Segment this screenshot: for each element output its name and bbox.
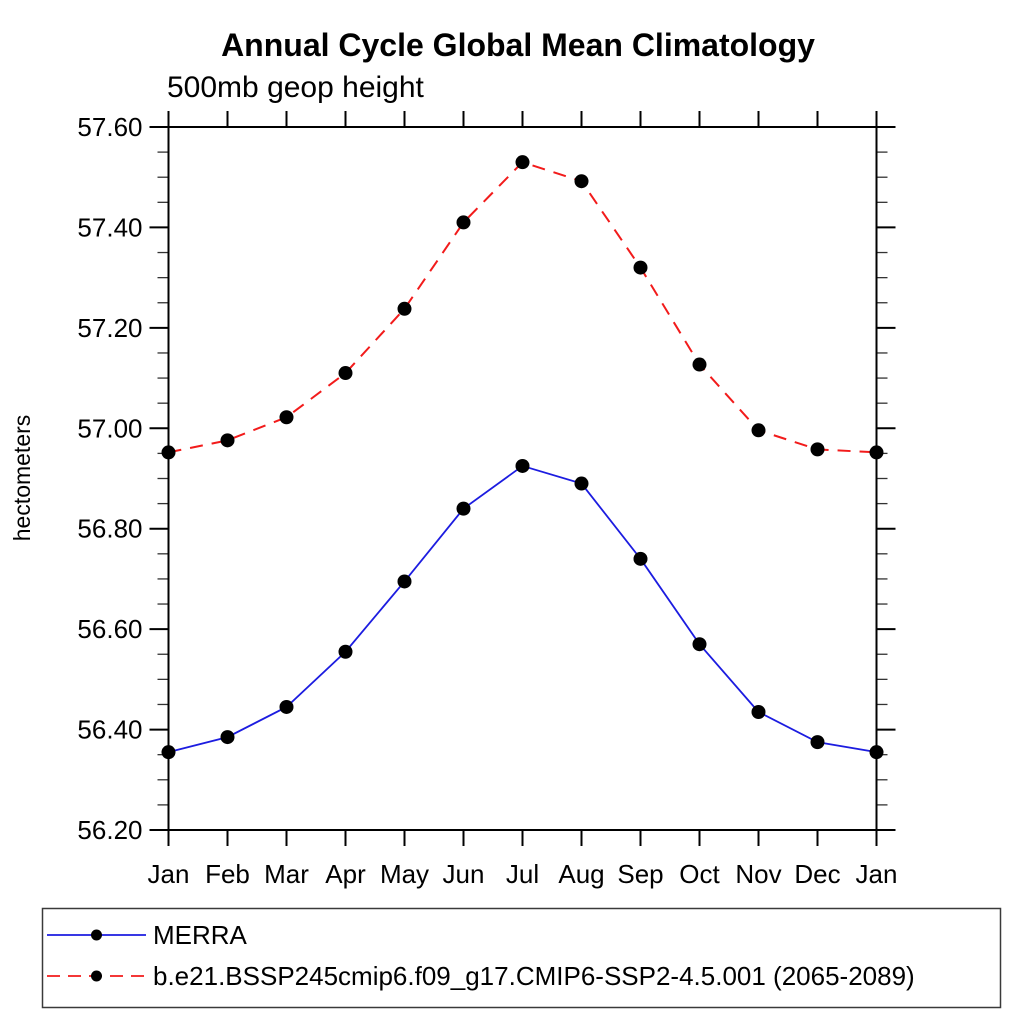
data-point-marker-model bbox=[574, 174, 589, 189]
x-tick-label: Nov bbox=[735, 859, 781, 889]
data-point-marker-model bbox=[810, 442, 825, 457]
chart-subtitle: 500mb geop height bbox=[167, 71, 425, 104]
data-point-marker-merra bbox=[869, 745, 884, 760]
x-tick-label: May bbox=[380, 859, 429, 889]
data-point-marker-merra bbox=[751, 704, 766, 719]
x-tick-label: Jul bbox=[506, 859, 539, 889]
data-point-marker-model bbox=[456, 215, 471, 230]
y-tick-label: 56.80 bbox=[77, 514, 142, 544]
chart-title: Annual Cycle Global Mean Climatology bbox=[221, 27, 815, 63]
legend-entry-merra: MERRA bbox=[47, 920, 248, 950]
data-point-marker-merra bbox=[456, 501, 471, 516]
legend-entry-model: b.e21.BSSP245cmip6.f09_g17.CMIP6-SSP2-4.… bbox=[47, 961, 915, 991]
y-axis-label: hectometers bbox=[9, 415, 35, 542]
plot-area: 56.20 56.40 56.60 56.80 57.00 57.20 57.40 57.60… bbox=[77, 111, 897, 889]
data-point-marker-model bbox=[397, 301, 412, 316]
data-point-marker-model bbox=[692, 357, 707, 372]
x-tick-label: Feb bbox=[205, 859, 250, 889]
y-tick-label: 56.60 bbox=[77, 614, 142, 644]
data-point-marker-model bbox=[515, 155, 530, 170]
y-tick-label: 56.40 bbox=[77, 715, 142, 745]
plot-frame bbox=[167, 126, 878, 831]
data-point-marker-model bbox=[220, 433, 235, 448]
x-tick-label: Aug bbox=[558, 859, 604, 889]
series-line-merra bbox=[168, 464, 877, 754]
data-point-marker-merra bbox=[810, 735, 825, 750]
data-point-marker-merra bbox=[397, 574, 412, 589]
data-point-marker-merra bbox=[633, 551, 648, 566]
data-point-marker-merra bbox=[161, 745, 176, 760]
data-point-marker-model bbox=[869, 445, 884, 460]
legend-merra-marker bbox=[91, 929, 102, 941]
x-tick-label: Sep bbox=[617, 859, 663, 889]
legend-model-label: b.e21.BSSP245cmip6.f09_g17.CMIP6-SSP2-4.… bbox=[153, 961, 915, 991]
data-point-marker-merra bbox=[574, 476, 589, 491]
data-point-marker-merra bbox=[220, 730, 235, 745]
data-point-marker-merra bbox=[279, 699, 294, 714]
data-point-marker-merra bbox=[338, 644, 353, 659]
y-tick-label: 57.20 bbox=[77, 313, 142, 343]
data-point-marker-model bbox=[161, 445, 176, 460]
x-tick-label: Jan bbox=[148, 859, 190, 889]
x-tick-label: Jan bbox=[856, 859, 898, 889]
y-tick-label: 57.40 bbox=[77, 212, 142, 242]
data-point-marker-model bbox=[279, 410, 294, 425]
data-point-marker-model bbox=[338, 366, 353, 381]
x-tick-label: Oct bbox=[679, 859, 720, 889]
data-point-marker-merra bbox=[515, 458, 530, 473]
data-point-marker-merra bbox=[692, 637, 707, 652]
data-point-marker-model bbox=[633, 260, 648, 275]
x-tick-label: Apr bbox=[325, 859, 366, 889]
y-tick-label: 57.60 bbox=[77, 112, 142, 142]
x-tick-label: Jun bbox=[443, 859, 485, 889]
data-point-marker-model bbox=[751, 423, 766, 438]
legend-merra-label: MERRA bbox=[153, 920, 248, 950]
x-tick-label: Dec bbox=[794, 859, 840, 889]
legend-model-marker bbox=[91, 970, 102, 982]
y-tick-label: 56.20 bbox=[77, 815, 142, 845]
y-tick-label: 57.00 bbox=[77, 413, 142, 443]
legend-box bbox=[41, 907, 1002, 1009]
series-line-model bbox=[168, 161, 877, 454]
legend: MERRA b.e21.BSSP245cmip6.f09_g17.CMIP6-S… bbox=[41, 907, 1002, 1009]
x-tick-label: Mar bbox=[264, 859, 309, 889]
